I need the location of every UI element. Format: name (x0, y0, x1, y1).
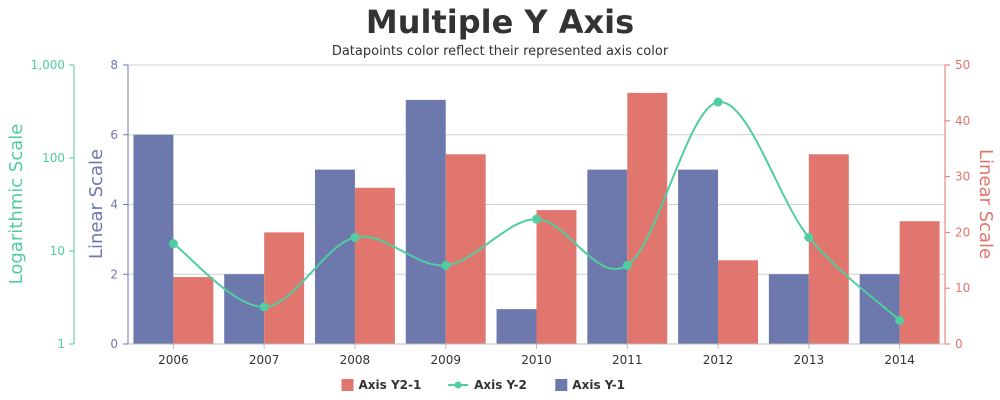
x-tick-label: 2009 (430, 353, 461, 367)
spline-point[interactable] (350, 232, 360, 242)
bar-axis-y1[interactable] (224, 274, 265, 344)
spline-series[interactable] (168, 97, 905, 325)
y1-tick-label: 6 (110, 128, 118, 142)
log-axis-title: Logarithmic Scale (6, 124, 27, 285)
bar-axis-y2[interactable] (627, 92, 668, 345)
legend-item[interactable]: Axis Y-2 (448, 378, 527, 392)
bar-axis-y1[interactable] (496, 309, 537, 344)
x-tick-label: 2008 (340, 353, 371, 367)
y2-tick-label: 0 (955, 337, 963, 351)
x-tick-label: 2006 (158, 353, 189, 367)
bar-axis-y2[interactable] (536, 210, 577, 344)
y2-tick-label: 50 (955, 58, 970, 72)
y1-tick-label: 8 (110, 58, 118, 72)
bar-axis-y2[interactable] (354, 187, 395, 344)
x-tick-label: 2013 (794, 353, 825, 367)
log-tick-label: 1,000 (31, 58, 65, 72)
y2-tick-label: 20 (955, 225, 970, 239)
log-tick-label: 10 (50, 244, 65, 258)
x-tick-label: 2011 (612, 353, 643, 367)
spline-point[interactable] (532, 214, 541, 224)
legend-swatch (555, 379, 568, 391)
y2-tick-label: 30 (955, 170, 970, 184)
axes: 0 2 4 6 8 0 10 20 30 40 50 1 10 100 1,000 2006 2007 2008 2… (31, 58, 971, 367)
spline-point[interactable] (804, 232, 814, 242)
log-tick-label: 1 (57, 337, 65, 351)
spline-point[interactable] (713, 97, 723, 107)
bar-axis-y1[interactable] (678, 169, 719, 344)
bar-axis-y2[interactable] (718, 260, 758, 344)
y1-tick-label: 4 (110, 198, 118, 212)
spline-point[interactable] (895, 315, 905, 325)
legend-label: Axis Y-2 (474, 378, 527, 392)
y1-tick-label: 0 (110, 337, 118, 351)
y1-tick-label: 2 (110, 267, 118, 281)
y2-tick-label: 40 (955, 114, 970, 128)
legend-item[interactable]: Axis Y-1 (555, 378, 625, 392)
bar-axis-y2[interactable] (808, 154, 849, 344)
legend-item[interactable]: Axis Y2-1 (341, 378, 422, 392)
y2-tick-label: 10 (955, 281, 970, 295)
legend-label: Axis Y2-1 (359, 378, 422, 392)
bar-axis-y1[interactable] (133, 134, 174, 344)
bar-axis-y1[interactable] (859, 274, 900, 344)
x-tick-label: 2012 (703, 353, 734, 367)
x-tick-label: 2014 (884, 353, 915, 367)
legend-label: Axis Y-1 (572, 378, 625, 392)
bar-axis-y1[interactable] (405, 99, 446, 344)
log-tick-label: 100 (42, 151, 65, 165)
bar-axis-y1[interactable] (768, 274, 809, 344)
chart-title: Multiple Y Axis (366, 3, 634, 41)
bar-axis-y2[interactable] (264, 232, 305, 344)
spline-point[interactable] (259, 302, 269, 312)
spline-line-axis-y-2[interactable] (172, 100, 901, 321)
y2-axis-title: Linear Scale (975, 149, 996, 259)
bar-axis-y1[interactable] (587, 169, 628, 344)
spline-point[interactable] (622, 260, 632, 270)
bar-axis-y1[interactable] (315, 169, 355, 344)
legend[interactable]: Axis Y2-1 Axis Y-2 Axis Y-1 (341, 378, 626, 392)
bar-axis-y2[interactable] (899, 221, 940, 344)
bars[interactable] (133, 92, 940, 345)
y1-axis-title: Linear Scale (86, 149, 107, 259)
spline-point[interactable] (441, 260, 451, 270)
legend-swatch (341, 379, 354, 391)
bar-axis-y2[interactable] (173, 277, 214, 344)
x-tick-label: 2010 (521, 353, 552, 367)
legend-dot (454, 381, 462, 389)
chart-subtitle: Datapoints color reflect their represent… (332, 44, 669, 59)
x-tick-label: 2007 (249, 353, 280, 367)
spline-point[interactable] (168, 239, 178, 249)
